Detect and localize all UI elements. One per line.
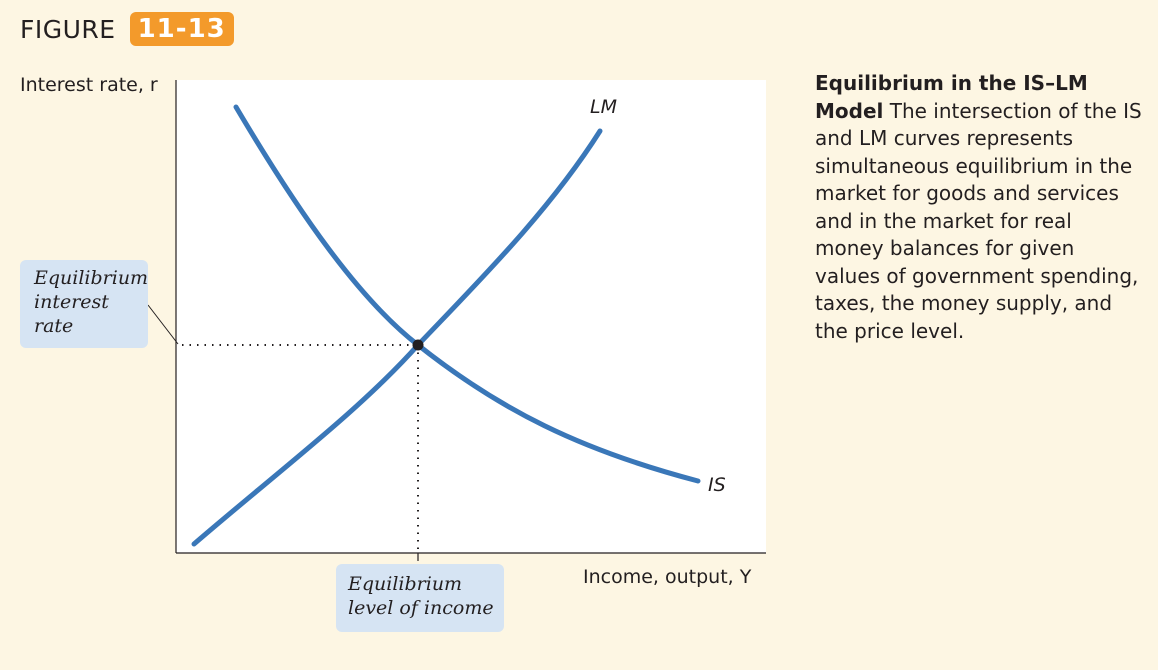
figure-number-badge: 11-13 — [129, 12, 234, 46]
equilibrium-rate-text: Equilibrium interest rate — [34, 267, 149, 337]
equilibrium-income-callout: Equilibrium level of income — [336, 564, 504, 632]
equilibrium-rate-callout: Equilibrium interest rate — [20, 260, 148, 348]
figure-caption: Equilibrium in the IS–LM Model The inter… — [815, 70, 1145, 345]
equilibrium-income-text: Equilibrium level of income — [348, 573, 494, 619]
equilibrium-point — [412, 339, 424, 351]
is-lm-diagram — [147, 80, 766, 561]
rate-callout-leader — [147, 304, 179, 345]
x-axis-label: Income, output, Y — [583, 566, 752, 588]
caption-body: The intersection of the IS and LM curves… — [815, 98, 1142, 343]
figure-word: FIGURE — [20, 14, 116, 44]
y-axis-label: Interest rate, r — [20, 74, 158, 96]
caption-title: Equilibrium in the IS–LM Model — [815, 71, 1088, 123]
lm-curve-label: LM — [590, 96, 617, 118]
figure-header: FIGURE 11-13 — [20, 12, 234, 46]
chart-area — [147, 80, 766, 561]
is-curve-label: IS — [708, 474, 726, 496]
